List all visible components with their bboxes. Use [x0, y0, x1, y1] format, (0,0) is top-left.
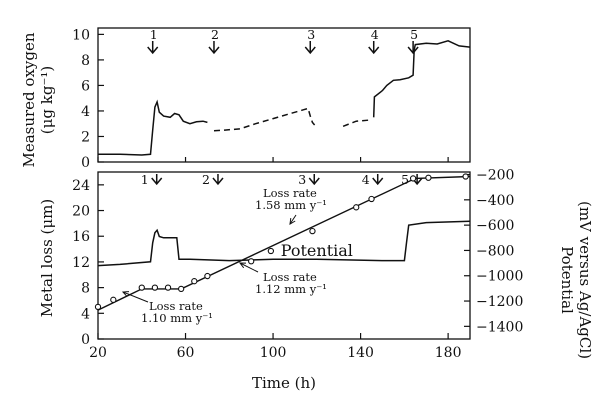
potential-ytick-label: −1400 [476, 319, 523, 335]
metal-loss-point [368, 195, 375, 203]
oxygen-event-number: 5 [410, 27, 418, 42]
metal-loss-ytick-label: 24 [72, 178, 90, 194]
metal-loss-point [151, 284, 159, 291]
loss-rate-leader-line [289, 214, 297, 225]
loss-rate-annotation-line2: 1.10 mm y⁻¹ [141, 311, 213, 325]
potential-series-line [97, 220, 471, 267]
loss-rate-leader-line [122, 291, 149, 303]
loss-rate-annotation-line1: Loss rate [263, 270, 317, 284]
potential-ytick-label: −1200 [476, 294, 523, 310]
metal-loss-ytick-label: 0 [81, 332, 90, 348]
metal-loss-point [425, 174, 432, 181]
metal-loss-point [267, 247, 275, 255]
oxygen-panel-frame [97, 27, 471, 163]
oxygen-series-line [342, 119, 372, 127]
metal-loss-point [164, 284, 172, 291]
oxygen-series-line [372, 40, 471, 118]
metal-loss-point [353, 204, 360, 211]
oxygen-event-arrow [208, 41, 220, 55]
oxygen-series-line [213, 107, 316, 132]
oxygen-event-number: 3 [307, 27, 315, 42]
potential-ylabel-line1: Potential [558, 246, 576, 314]
metal-loss-point [191, 278, 198, 285]
metal-loss-ytick-label: 20 [72, 204, 90, 220]
loss-rate-annotation-line1: Loss rate [149, 299, 203, 313]
time-xtick-label: 100 [260, 345, 287, 361]
loss-rate-annotation-line1: Loss rate [263, 186, 317, 200]
metal-loss-point [138, 284, 145, 291]
loss-rate-leader-arrowhead [121, 291, 130, 297]
metal-loss-ytick-label: 8 [81, 281, 90, 297]
metal-loss-ytick-label: 4 [81, 306, 90, 322]
metal-loss-panel-frame [97, 171, 471, 340]
potential-ytick-label: −1000 [476, 269, 523, 285]
potential-ytick-label: −200 [476, 168, 514, 184]
oxygen-event-number: 1 [150, 27, 158, 42]
metal-loss-point [462, 173, 469, 180]
oxygen-ylabel: Measured oxygen (μg kg⁻¹) [20, 32, 56, 167]
metal-loss-event-arrow [308, 174, 320, 186]
oxygen-event-arrow [147, 41, 159, 55]
oxygen-ytick-label: 2 [81, 129, 90, 145]
oxygen-ytick-label: 4 [81, 104, 90, 120]
oxygen-event-number: 4 [371, 27, 379, 42]
potential-ylabel-line2: (mV versus Ag/AgCl) [576, 201, 594, 359]
oxygen-event-arrow [304, 41, 316, 55]
loss-rate-leader-arrowhead [238, 262, 247, 269]
oxygen-ytick-label: 0 [81, 155, 90, 171]
loss-rate-annotation-line2: 1.12 mm y⁻¹ [255, 282, 327, 296]
potential-ytick-label: −600 [476, 218, 514, 234]
time-xtick-label: 140 [347, 345, 374, 361]
metal-loss-point [94, 303, 102, 311]
potential-ytick-label: −400 [476, 193, 514, 209]
time-xtick-label: 60 [177, 345, 195, 361]
metal-loss-ytick-label: 16 [72, 229, 90, 245]
metal-loss-event-arrow [151, 174, 163, 186]
metal-loss-event-number: 3 [298, 172, 306, 187]
oxygen-ytick-label: 6 [81, 78, 90, 94]
oxygen-ytick-label: 8 [81, 53, 90, 69]
metal-loss-point [204, 272, 211, 280]
metal-loss-point [110, 296, 117, 303]
loss-rate-leader-arrowhead [289, 218, 296, 225]
loss-rate-annotation-line2: 1.58 mm y⁻¹ [255, 198, 327, 212]
oxygen-ytick-label: 10 [72, 27, 90, 43]
metal-loss-event-number: 2 [202, 172, 210, 187]
metal-loss-event-number: 5 [401, 172, 409, 187]
metal-loss-point [409, 175, 417, 182]
metal-loss-ytick-label: 12 [72, 255, 90, 271]
metal-loss-event-arrow [372, 174, 384, 186]
metal-loss-point [178, 285, 185, 293]
oxygen-ylabel-line1: Measured oxygen [20, 32, 38, 167]
oxygen-event-arrow [407, 41, 419, 55]
loss-rate-leader-line [239, 262, 259, 273]
metal-loss-point [248, 258, 255, 265]
potential-ytick-label: −800 [476, 243, 514, 259]
oxygen-event-number: 2 [211, 27, 219, 42]
time-xtick-label: 20 [89, 345, 107, 361]
metal-loss-point [309, 227, 316, 235]
oxygen-event-arrow [368, 41, 380, 55]
time-xtick-label: 180 [435, 345, 462, 361]
potential-series-label: Potential [281, 241, 353, 260]
metal-loss-ylabel: Metal loss (μm) [38, 199, 56, 317]
metal-loss-event-number: 1 [141, 172, 149, 187]
time-xlabel: Time (h) [252, 374, 316, 392]
oxygen-series-line [98, 99, 208, 156]
oxygen-ylabel-line2: (μg kg⁻¹) [38, 66, 56, 134]
metal-loss-event-arrow [212, 174, 224, 186]
metal-loss-event-number: 4 [362, 172, 370, 187]
